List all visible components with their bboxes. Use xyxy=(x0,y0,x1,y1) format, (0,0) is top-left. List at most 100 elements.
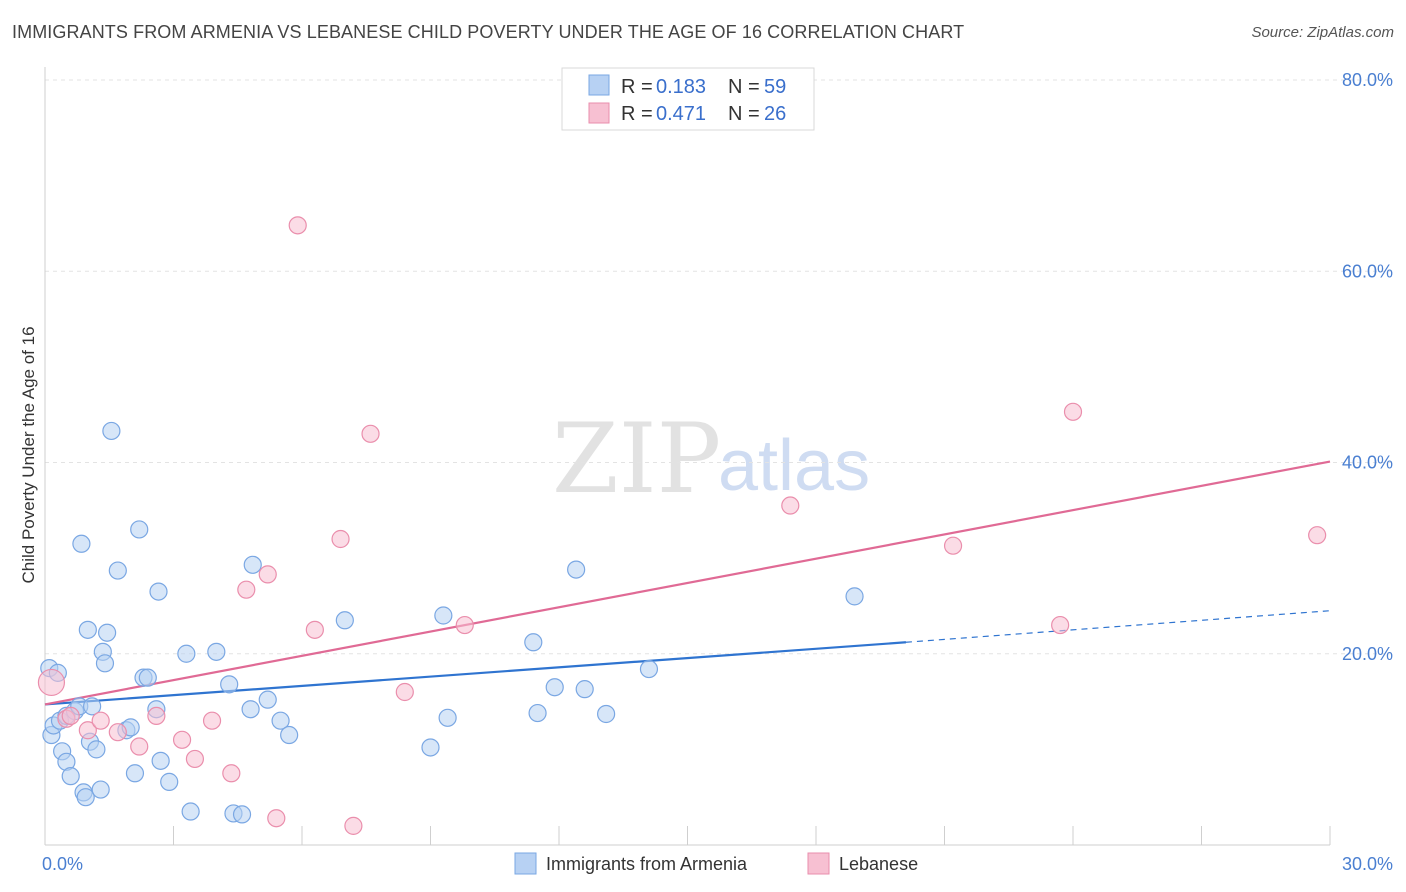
legend-n-value-armenia: 59 xyxy=(764,76,786,98)
point-pink-26 xyxy=(1308,526,1327,545)
point-blue-50 xyxy=(528,703,547,723)
point-blue-33 xyxy=(160,772,179,791)
point-blue-11 xyxy=(72,534,91,553)
point-pink-12 xyxy=(237,580,256,599)
y-tick-label-40: 40.0% xyxy=(1342,453,1393,473)
point-blue-37 xyxy=(220,675,239,694)
gridlines xyxy=(45,79,1392,655)
bottom-legend-swatch-armenia xyxy=(514,852,537,875)
point-blue-21 xyxy=(98,623,117,642)
point-blue-18 xyxy=(91,780,110,799)
point-blue-35 xyxy=(181,802,200,821)
legend-r-value-lebanese: 0.471 xyxy=(656,103,706,125)
point-blue-17 xyxy=(87,740,106,759)
legend-swatch-armenia xyxy=(588,74,610,96)
point-blue-47 xyxy=(434,606,453,625)
point-blue-23 xyxy=(108,561,127,580)
point-pink-0 xyxy=(37,668,66,697)
point-blue-51 xyxy=(545,678,564,697)
point-blue-45 xyxy=(335,611,354,630)
point-pink-17 xyxy=(331,529,350,549)
watermark-atlas: atlas xyxy=(718,426,870,506)
point-pink-7 xyxy=(147,706,166,726)
watermark-zip: ZIP xyxy=(552,403,721,515)
point-blue-14 xyxy=(78,620,97,639)
point-blue-13 xyxy=(76,788,95,807)
point-pink-11 xyxy=(222,764,241,783)
point-pink-6 xyxy=(130,737,149,756)
x-tick-label-0: 0.0% xyxy=(42,854,83,874)
point-pink-25 xyxy=(1063,402,1083,421)
point-pink-19 xyxy=(361,424,380,443)
point-blue-29 xyxy=(138,668,157,687)
point-blue-16 xyxy=(83,697,102,716)
point-blue-8 xyxy=(61,767,80,786)
bottom-legend-swatch-lebanese xyxy=(807,852,830,875)
trend-line-pink xyxy=(44,460,1331,706)
data-points xyxy=(37,216,1327,835)
legend-r-label-lebanese: R = xyxy=(621,103,653,125)
legend-n-value-lebanese: 26 xyxy=(764,103,786,125)
point-blue-43 xyxy=(271,711,290,730)
point-blue-44 xyxy=(280,725,299,745)
point-blue-32 xyxy=(151,751,170,770)
point-blue-31 xyxy=(149,582,168,601)
point-pink-14 xyxy=(267,809,286,828)
legend-n-label-lebanese: N = xyxy=(728,103,760,125)
point-pink-18 xyxy=(344,816,363,835)
point-pink-8 xyxy=(172,730,192,749)
point-pink-22 xyxy=(781,496,800,515)
point-pink-5 xyxy=(108,723,127,742)
point-pink-21 xyxy=(455,615,474,635)
point-blue-36 xyxy=(207,642,226,661)
point-blue-34 xyxy=(177,644,196,663)
x-tick-label-1: 30.0% xyxy=(1342,854,1393,874)
point-blue-27 xyxy=(130,520,149,539)
legend-r-value-armenia: 0.183 xyxy=(656,76,706,98)
legend-swatch-lebanese xyxy=(588,102,610,124)
chart-title: IMMIGRANTS FROM ARMENIA VS LEBANESE CHIL… xyxy=(12,22,965,42)
point-blue-41 xyxy=(243,555,262,574)
y-tick-label-60: 60.0% xyxy=(1342,261,1393,281)
point-pink-15 xyxy=(288,216,307,235)
bottom-legend-label-armenia: Immigrants from Armenia xyxy=(546,854,748,874)
trend-line-extension-blue xyxy=(905,610,1331,643)
bottom-legend: Immigrants from Armenia Lebanese xyxy=(514,852,918,875)
point-blue-40 xyxy=(241,700,260,719)
point-blue-39 xyxy=(232,805,252,824)
point-blue-42 xyxy=(258,690,277,709)
point-pink-2 xyxy=(61,706,80,726)
point-blue-20 xyxy=(95,654,115,673)
y-tick-label-80: 80.0% xyxy=(1342,70,1393,90)
trend-line-blue xyxy=(44,641,907,706)
point-pink-4 xyxy=(91,711,110,730)
legend-r-label-armenia: R = xyxy=(621,76,653,98)
point-blue-48 xyxy=(438,708,457,727)
trend-lines xyxy=(44,460,1331,706)
point-pink-3 xyxy=(78,721,97,740)
point-pink-10 xyxy=(202,711,222,730)
bottom-legend-label-lebanese: Lebanese xyxy=(839,854,918,874)
point-pink-20 xyxy=(395,682,414,702)
axes: 20.0% 40.0% 60.0% 80.0% 0.0% 30.0% xyxy=(42,67,1393,874)
y-axis-label: Child Poverty Under the Age of 16 xyxy=(19,326,38,583)
legend: R = 0.183 N = 59 R = 0.471 N = 26 xyxy=(561,67,815,131)
point-blue-56 xyxy=(845,587,864,606)
point-blue-46 xyxy=(421,738,440,757)
point-blue-52 xyxy=(567,560,586,579)
y-tick-label-20: 20.0% xyxy=(1342,644,1393,664)
point-pink-24 xyxy=(1051,615,1070,635)
point-pink-23 xyxy=(943,536,963,555)
point-pink-9 xyxy=(185,749,205,769)
legend-n-label-armenia: N = xyxy=(728,76,760,98)
point-blue-22 xyxy=(102,421,121,441)
point-blue-55 xyxy=(639,659,659,679)
point-blue-53 xyxy=(575,680,594,699)
point-blue-49 xyxy=(524,633,543,652)
point-blue-54 xyxy=(597,704,616,724)
point-blue-26 xyxy=(125,764,145,783)
point-pink-16 xyxy=(305,620,324,639)
point-pink-13 xyxy=(258,565,277,584)
chart-source: Source: ZipAtlas.com xyxy=(1251,24,1394,41)
